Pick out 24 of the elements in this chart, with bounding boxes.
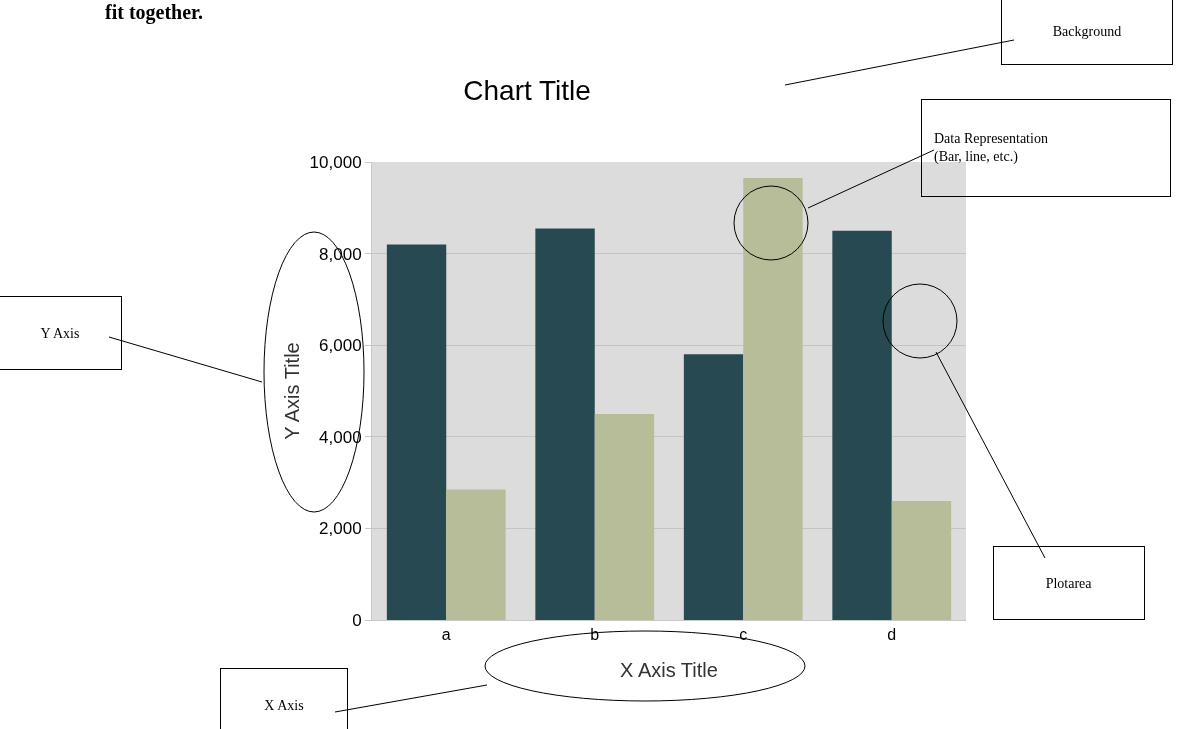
bar [446, 489, 506, 620]
x-tick-label: a [441, 626, 451, 644]
x-tick-label: d [887, 626, 897, 644]
chart-title: Chart Title [463, 74, 591, 106]
text: Background [1052, 23, 1122, 39]
text: fit together. [105, 1, 204, 24]
text: Y Axis [40, 325, 80, 341]
y-tick-label: 2,000 [319, 519, 362, 539]
y-axis-title: Y Axis Title [281, 342, 304, 440]
bar [683, 354, 744, 620]
text: Plotarea [1045, 575, 1093, 591]
bar [832, 230, 892, 620]
y-tick-label: 4,000 [319, 427, 362, 447]
bar [386, 244, 447, 620]
annotation: Data Representation (Bar, line, etc.) [934, 130, 1048, 166]
bar [891, 500, 952, 620]
bar [535, 228, 595, 620]
bar [594, 413, 655, 620]
text: X Axis [264, 697, 304, 713]
bar [743, 178, 803, 620]
x-axis-title: X Axis Title [620, 658, 718, 681]
y-tick-label: 0 [352, 610, 362, 630]
y-tick-label: 10,000 [309, 152, 362, 172]
y-tick-label: 6,000 [319, 336, 362, 356]
